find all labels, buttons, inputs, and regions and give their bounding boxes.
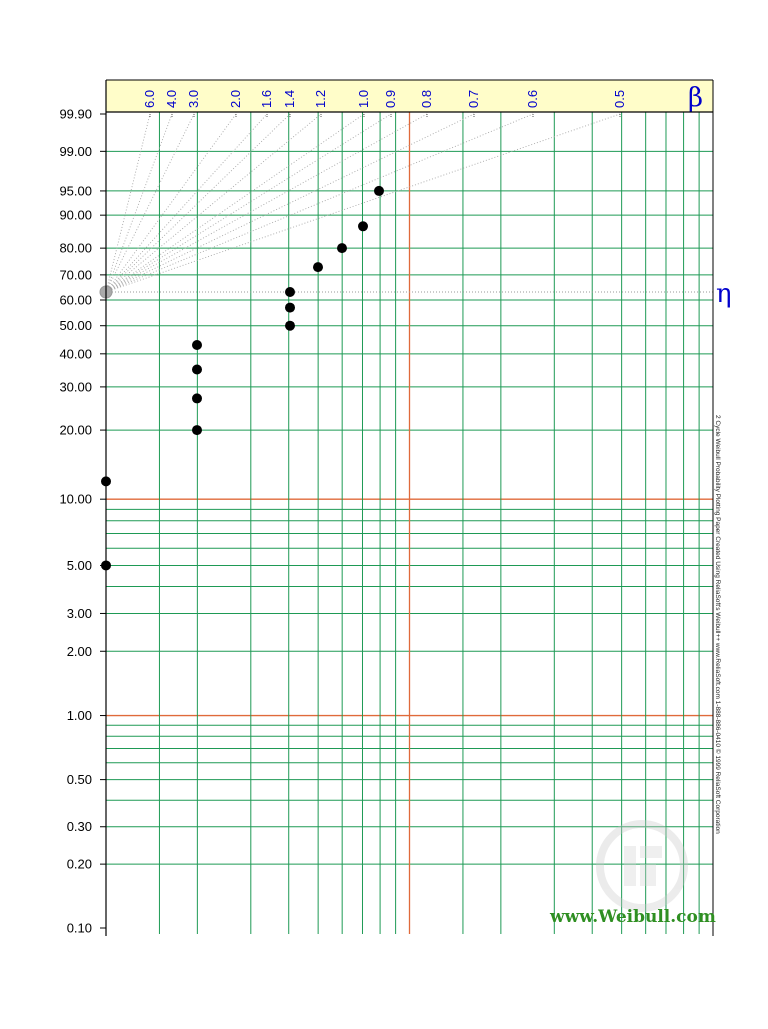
beta-tick-label: 4.0 <box>164 90 179 108</box>
y-tick-label: 0.50 <box>67 772 92 787</box>
beta-tick-label: 0.6 <box>525 90 540 108</box>
data-point <box>285 320 295 331</box>
beta-tick-labels: 6.0 4.0 3.0 2.0 1.6 1.4 1.2 1.0 0.9 0.8 0.7 0.6 0.5 <box>142 90 627 117</box>
y-tick-label: 99.00 <box>59 144 92 159</box>
data-point <box>192 340 202 351</box>
y-tick-label: 0.30 <box>67 819 92 834</box>
eta-symbol: η <box>716 279 732 309</box>
beta-construction-line <box>105 113 475 293</box>
beta-construction-line <box>105 113 268 293</box>
beta-construction-line <box>105 113 392 293</box>
data-point <box>313 262 323 273</box>
data-point <box>285 302 295 313</box>
y-tick-label: 1.00 <box>67 708 92 723</box>
beta-tick-label: 0.9 <box>383 90 398 108</box>
y-tick-label: 5.00 <box>67 558 92 573</box>
beta-construction-line <box>105 113 291 293</box>
beta-tick-label: 0.7 <box>466 90 481 108</box>
beta-construction-line <box>105 113 237 293</box>
watermark-url: www.Weibull.com <box>549 907 716 927</box>
data-point <box>358 221 368 232</box>
y-tick-label: 40.00 <box>59 346 92 361</box>
beta-tick-label: 1.6 <box>259 90 274 108</box>
axis-lines <box>105 79 714 936</box>
data-point <box>374 185 384 196</box>
data-points <box>101 185 384 571</box>
y-tick-label: 70.00 <box>59 267 92 282</box>
beta-tick-label: 0.8 <box>419 90 434 108</box>
beta-construction-line <box>105 113 195 293</box>
data-point <box>101 560 111 571</box>
data-point <box>192 425 202 436</box>
y-tick-label: 90.00 <box>59 208 92 223</box>
data-point <box>101 476 111 487</box>
y-tick-label: 30.00 <box>59 379 92 394</box>
beta-tick-label: 0.5 <box>612 90 627 108</box>
beta-tick-label: 2.0 <box>228 90 243 108</box>
y-tick-label: 95.00 <box>59 183 92 198</box>
watermark-logo <box>596 820 688 912</box>
data-point <box>285 286 295 297</box>
y-tick-label: 99.90 <box>59 107 92 122</box>
beta-tick-label: 6.0 <box>142 90 157 108</box>
beta-tick-label: 1.4 <box>282 90 297 108</box>
grid-lines <box>106 112 713 934</box>
y-tick-label: 50.00 <box>59 318 92 333</box>
beta-tick-label: 3.0 <box>186 90 201 108</box>
beta-symbol: β <box>688 83 703 113</box>
beta-construction-line <box>105 113 621 293</box>
beta-construction-line <box>105 113 173 293</box>
beta-construction-line <box>105 113 428 293</box>
beta-construction-line <box>105 113 534 293</box>
eta-construction-lines <box>99 113 713 299</box>
y-tick-label: 20.00 <box>59 423 92 438</box>
y-tick-label: 80.00 <box>59 241 92 256</box>
beta-tick-label: 1.0 <box>356 90 371 108</box>
y-tick-label: 0.20 <box>67 857 92 872</box>
y-tick-label: 10.00 <box>59 492 92 507</box>
beta-scale-band <box>106 80 713 112</box>
y-tick-label: 3.00 <box>67 606 92 621</box>
y-tick-label: 2.00 <box>67 644 92 659</box>
data-point <box>192 364 202 375</box>
y-axis-tick-labels: 99.90 99.00 95.00 90.00 80.00 70.00 60.00 50.00… <box>59 107 106 936</box>
y-tick-label: 60.00 <box>59 293 92 308</box>
data-point <box>337 243 347 254</box>
beta-tick-label: 1.2 <box>313 90 328 108</box>
data-point <box>192 393 202 404</box>
beta-construction-line <box>105 113 365 293</box>
side-caption: 2 Cycle Weibull Probability Plotting Pap… <box>714 415 722 834</box>
y-tick-label: 0.10 <box>67 921 92 936</box>
beta-construction-line <box>105 113 151 293</box>
